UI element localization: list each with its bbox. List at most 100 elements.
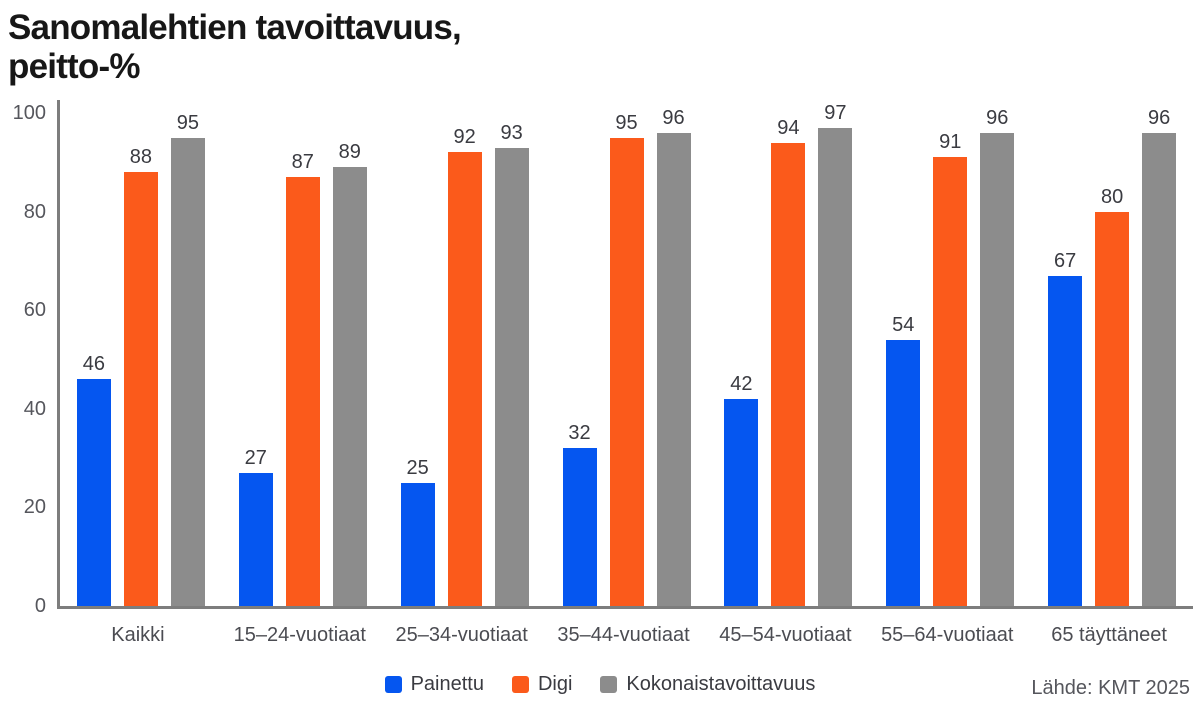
plot-area: 46 88 95 27 87 89 25 92 93 32 95 96 42 94 97 54 91 96 67 80… [57,100,1193,609]
bar-value-label: 25 [406,456,429,479]
bar-painettu [238,472,273,606]
bar-value-label: 91 [939,131,962,154]
source-note: Lähde: KMT 2025 [1031,677,1190,699]
bar-painettu [400,482,435,606]
bar-wrap: 95 [609,111,644,606]
bar-value-label: 32 [568,422,591,445]
bar-digi [285,177,320,606]
bar-wrap: 89 [332,141,367,606]
bar-group: 27 87 89 [222,100,384,606]
bar-value-label: 97 [824,101,847,124]
legend-item-painettu: Painettu [384,673,484,695]
bar-kokonaistavoittavuus [332,167,367,606]
bar-wrap: 92 [447,127,482,606]
bar-value-label: 88 [129,146,153,169]
bar-wrap: 46 [76,353,111,606]
bar-value-label: 96 [986,106,1009,129]
bar-groups: 46 88 95 27 87 89 25 92 93 32 95 96 42 94 97 54 91 96 67 80… [60,100,1193,606]
chart-title: Sanomalehtien tavoittavuus, peitto-% [8,8,462,87]
bar-digi [123,172,158,606]
x-axis-label: 25–34-vuotiaat [395,624,528,646]
legend-swatch-kokonaistavoittavuus [600,675,618,693]
bar-wrap: 96 [980,106,1015,606]
bar-digi [1095,211,1130,606]
x-axis-label: 35–44-vuotiaat [557,624,690,646]
legend-item-kokonaistavoittavuus: Kokonaistavoittavuus [600,674,815,694]
bar-painettu [886,339,921,606]
y-tick-label: 80 [23,200,46,223]
bar-kokonaistavoittavuus [818,127,853,606]
bar-value-label: 93 [500,121,523,144]
bar-digi [771,142,806,606]
legend-label-kokonaistavoittavuus: Kokonaistavoittavuus [626,673,816,695]
bar-group: 25 92 93 [384,100,546,606]
bar-group: 42 94 97 [707,100,869,606]
y-tick-label: 60 [23,299,46,322]
bar-value-label: 42 [730,372,753,395]
bar-value-label: 46 [82,353,106,376]
bar-digi [447,152,482,606]
bar-kokonaistavoittavuus [170,137,205,606]
bar-wrap: 42 [724,372,759,606]
legend-item-digi: Digi [511,673,573,695]
bar-painettu [1048,275,1083,606]
bar-wrap: 91 [933,131,968,606]
x-axis-label: Kaikki [111,624,165,646]
x-axis-labels: Kaikki 15–24-vuotiaat 25–34-vuotiaat 35–44-… [57,624,1190,647]
legend-label-digi: Digi [537,673,573,695]
bar-painettu [76,379,111,606]
legend-label-painettu: Painettu [410,673,484,695]
bar-wrap: 25 [400,456,435,606]
bar-painettu [562,448,597,606]
bar-value-label: 67 [1053,249,1077,272]
bar-value-label: 96 [1147,106,1171,129]
bar-kokonaistavoittavuus [656,132,691,606]
bar-wrap: 32 [562,422,597,606]
legend: Painettu Digi Kokonaistavoittavuus [0,674,1200,694]
y-tick-label: 20 [23,496,46,519]
bar-kokonaistavoittavuus [980,132,1015,606]
x-axis-label: 15–24-vuotiaat [233,624,366,646]
bar-group: 46 88 95 [60,100,222,606]
bar-value-label: 80 [1100,185,1124,208]
bar-wrap: 54 [886,313,921,606]
bar-value-label: 94 [777,116,800,139]
x-axis-label: 55–64-vuotiaat [881,624,1014,646]
bar-value-label: 95 [176,111,200,134]
x-axis-label: 45–54-vuotiaat [719,624,852,646]
bar-group: 32 95 96 [546,100,708,606]
bar-digi [933,157,968,606]
bar-value-label: 96 [662,106,685,129]
legend-swatch-painettu [384,675,402,693]
chart-title-line2: peitto-% [8,47,140,87]
bar-wrap: 93 [494,121,529,606]
bar-wrap: 27 [238,446,273,606]
y-tick-label: 40 [23,397,46,420]
y-tick-label: 100 [12,102,46,124]
legend-swatch-digi [511,675,529,693]
y-axis: 0 20 40 60 80 100 [0,100,46,616]
bar-painettu [724,398,759,606]
bar-wrap: 97 [818,101,853,606]
bar-wrap: 80 [1095,185,1130,606]
chart-title-line1: Sanomalehtien tavoittavuus, [8,8,462,47]
bar-value-label: 54 [892,313,915,336]
x-axis-label: 65 täyttäneet [1051,624,1167,646]
bar-wrap: 96 [656,106,691,606]
bar-wrap: 88 [123,146,158,606]
bar-wrap: 95 [170,111,205,606]
bar-kokonaistavoittavuus [1142,132,1177,606]
bar-wrap: 67 [1048,249,1083,606]
bar-wrap: 87 [285,151,320,606]
bar-group: 67 80 96 [1031,100,1193,606]
bar-digi [609,137,644,606]
bar-kokonaistavoittavuus [494,147,529,606]
bar-value-label: 89 [338,141,361,164]
bar-value-label: 87 [291,151,314,174]
bar-group: 54 91 96 [869,100,1031,606]
bar-value-label: 27 [244,446,267,469]
bar-value-label: 95 [615,111,638,134]
bar-wrap: 94 [771,116,806,606]
y-tick-label: 0 [34,595,46,617]
